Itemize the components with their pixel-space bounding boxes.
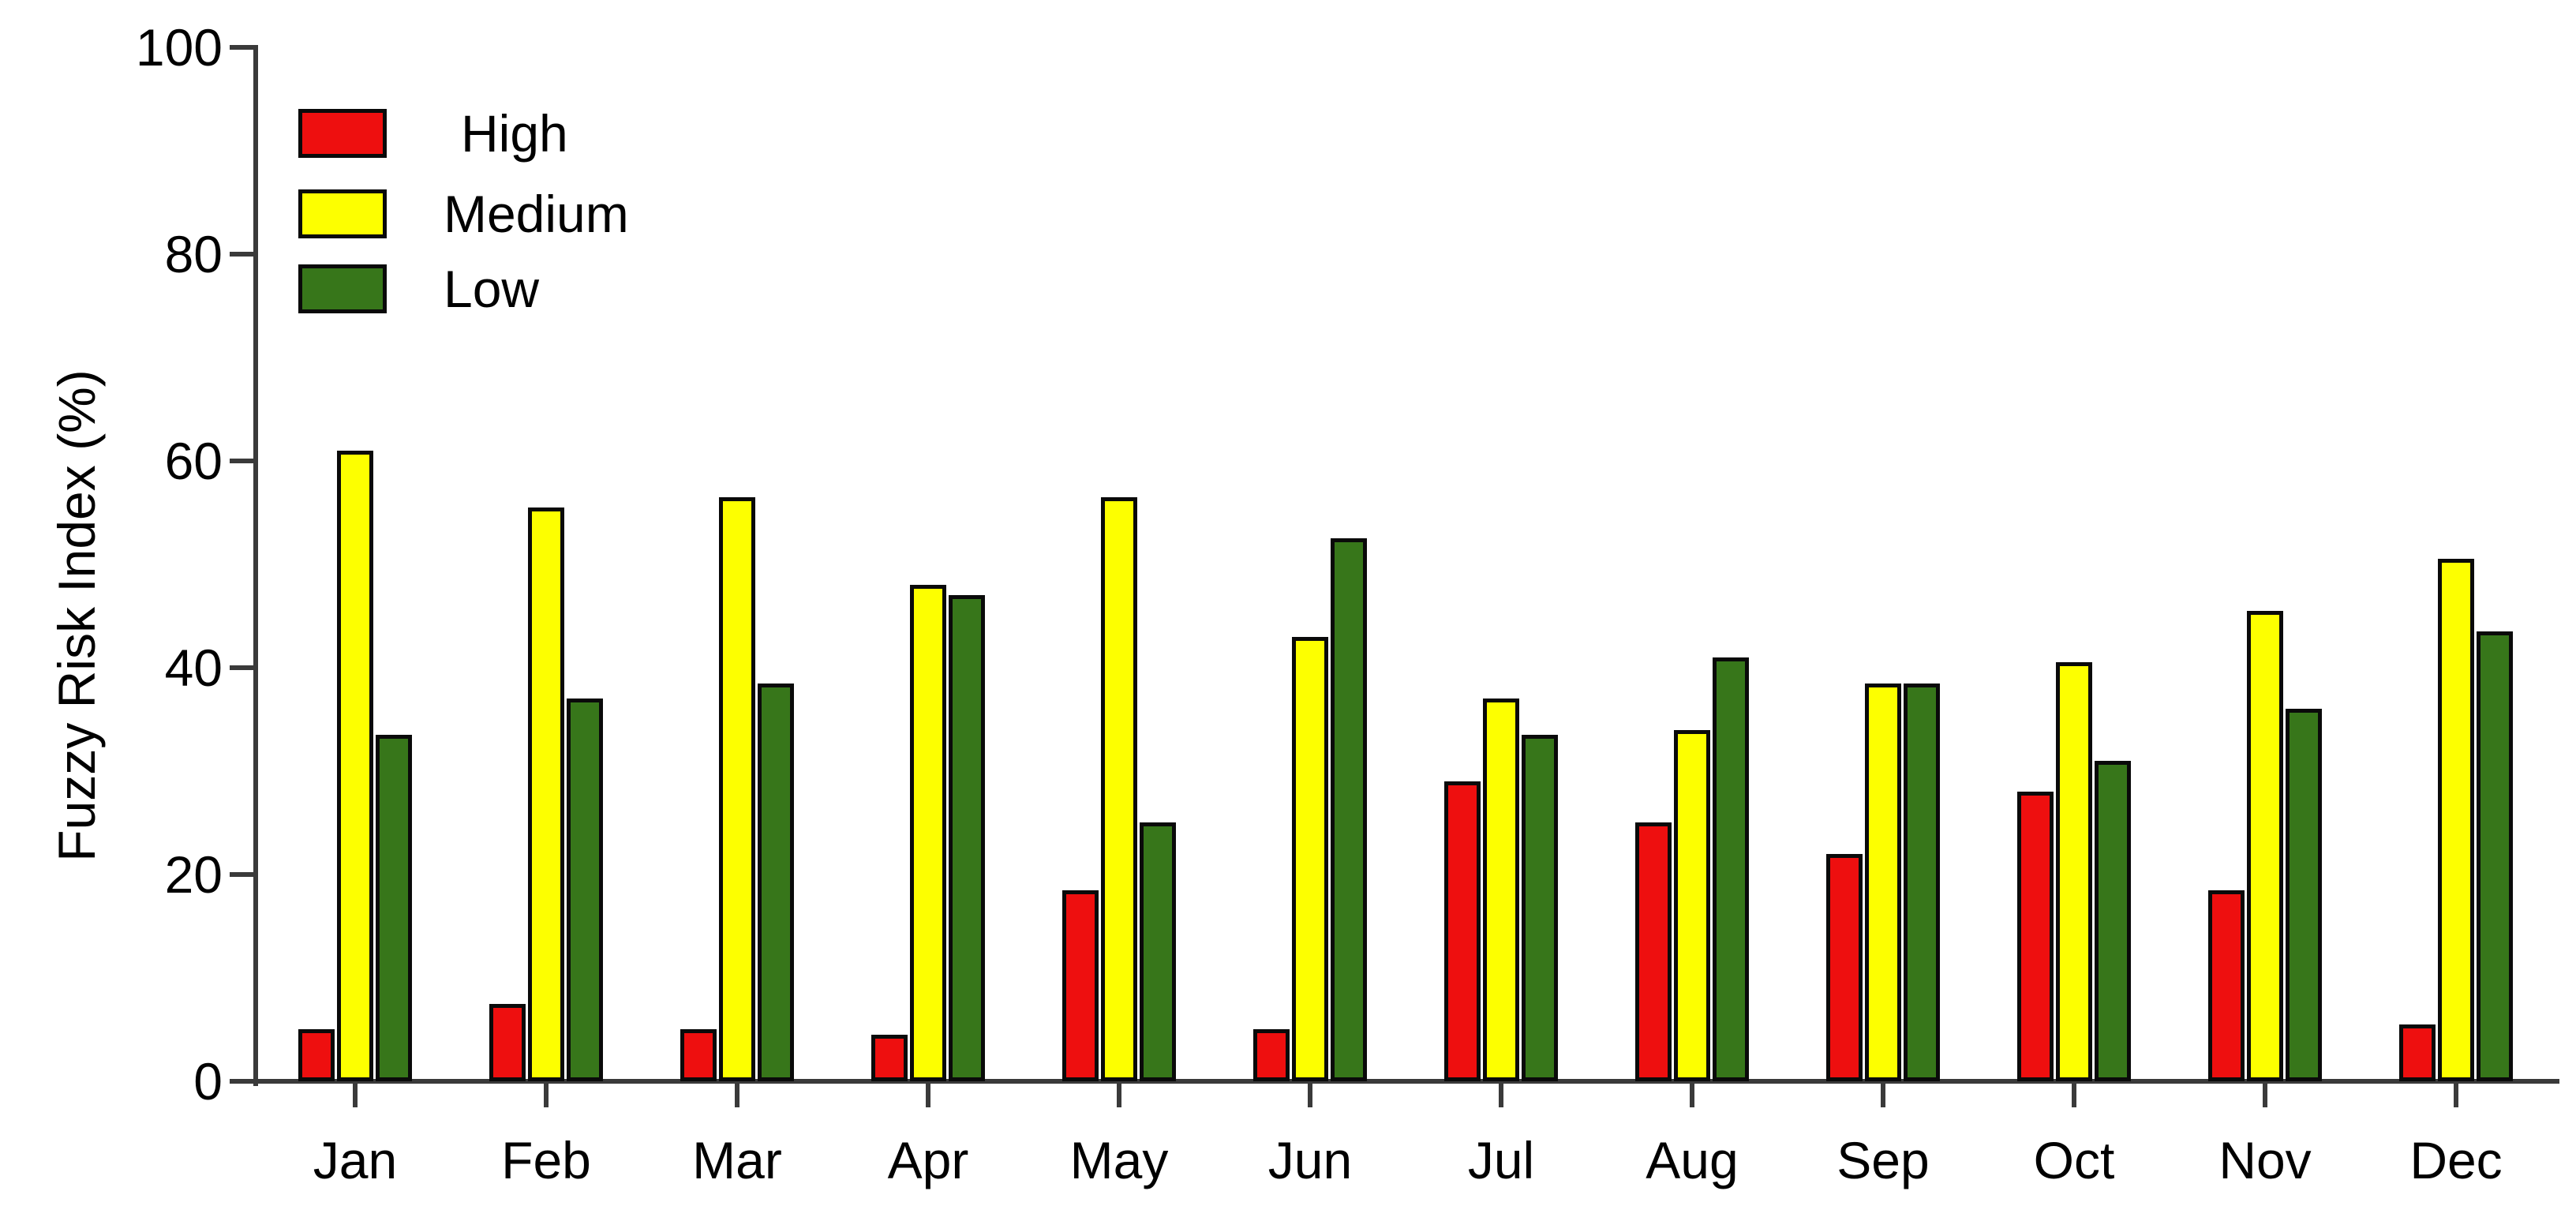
x-axis-tick [353, 1084, 358, 1107]
bar-oct-medium [2056, 662, 2092, 1081]
bar-jul-medium [1483, 699, 1519, 1081]
x-tick-label-sep: Sep [1837, 1131, 1930, 1189]
bar-jan-high [298, 1029, 335, 1081]
bar-apr-medium [910, 585, 946, 1081]
bar-sep-high [1826, 854, 1863, 1081]
legend-swatch-high [298, 109, 387, 158]
x-axis-tick [1117, 1084, 1121, 1107]
x-axis-tick [1308, 1084, 1312, 1107]
y-axis-tick [230, 665, 253, 670]
bar-aug-medium [1674, 730, 1710, 1081]
y-axis-tick [230, 872, 253, 877]
x-axis-tick [544, 1084, 549, 1107]
y-tick-label: 0 [193, 1052, 223, 1110]
bar-nov-medium [2247, 611, 2283, 1081]
bar-jun-low [1331, 538, 1367, 1081]
bar-jul-high [1444, 781, 1481, 1081]
legend-swatch-medium [298, 189, 387, 238]
bar-dec-medium [2438, 559, 2474, 1081]
bar-jun-high [1253, 1029, 1290, 1081]
bar-may-medium [1101, 497, 1137, 1081]
bar-oct-high [2017, 792, 2054, 1081]
x-axis-tick [2454, 1084, 2458, 1107]
bar-feb-low [567, 699, 603, 1081]
bar-jun-medium [1292, 637, 1328, 1081]
bar-oct-low [2095, 761, 2131, 1081]
x-tick-label-jul: Jul [1467, 1131, 1535, 1189]
bar-dec-low [2477, 631, 2513, 1081]
y-tick-label: 40 [164, 639, 223, 697]
bar-mar-high [680, 1029, 717, 1081]
x-tick-label-nov: Nov [2218, 1131, 2312, 1189]
bar-apr-low [949, 595, 985, 1081]
y-axis-line [253, 45, 258, 1086]
bar-mar-low [758, 684, 794, 1081]
bar-sep-low [1904, 684, 1940, 1081]
bar-jan-medium [337, 451, 373, 1081]
legend-label-medium: Medium [444, 185, 629, 243]
bar-aug-high [1635, 822, 1672, 1081]
x-tick-label-jan: Jan [313, 1131, 398, 1189]
legend-label-high: High [461, 104, 568, 163]
y-tick-label: 20 [164, 845, 223, 904]
bar-jul-low [1522, 735, 1558, 1081]
x-axis-tick [2072, 1084, 2076, 1107]
y-tick-label: 100 [135, 18, 223, 77]
legend-swatch-low [298, 264, 387, 313]
x-tick-label-oct: Oct [2033, 1131, 2115, 1189]
x-tick-label-jun: Jun [1267, 1131, 1353, 1189]
y-tick-label: 60 [164, 432, 223, 490]
bar-mar-medium [719, 497, 755, 1081]
x-tick-label-mar: Mar [692, 1131, 782, 1189]
bar-jan-low [376, 735, 412, 1081]
x-axis-line [253, 1079, 2559, 1084]
x-axis-tick [1499, 1084, 1503, 1107]
x-axis-tick [926, 1084, 930, 1107]
bar-sep-medium [1865, 684, 1901, 1081]
x-axis-tick [1690, 1084, 1694, 1107]
bar-aug-low [1713, 657, 1749, 1081]
x-axis-tick [1881, 1084, 1885, 1107]
y-axis-tick [230, 1079, 253, 1084]
y-tick-label: 80 [164, 225, 223, 283]
bar-apr-high [871, 1035, 908, 1081]
x-axis-tick [735, 1084, 739, 1107]
y-axis-tick [230, 45, 253, 50]
x-tick-label-feb: Feb [501, 1131, 591, 1189]
x-tick-label-aug: Aug [1646, 1131, 1739, 1189]
x-tick-label-apr: Apr [887, 1131, 969, 1189]
y-axis-tick [230, 252, 253, 257]
y-axis-tick [230, 459, 253, 463]
legend-label-low: Low [444, 260, 540, 318]
bar-may-high [1062, 890, 1099, 1081]
bar-nov-low [2286, 709, 2322, 1081]
x-axis-tick [2263, 1084, 2267, 1107]
bar-nov-high [2208, 890, 2245, 1081]
bar-may-low [1140, 822, 1176, 1081]
x-tick-label-may: May [1069, 1131, 1169, 1189]
bar-feb-high [489, 1004, 526, 1081]
x-tick-label-dec: Dec [2409, 1131, 2503, 1189]
bar-feb-medium [528, 507, 564, 1081]
bar-dec-high [2399, 1024, 2436, 1081]
